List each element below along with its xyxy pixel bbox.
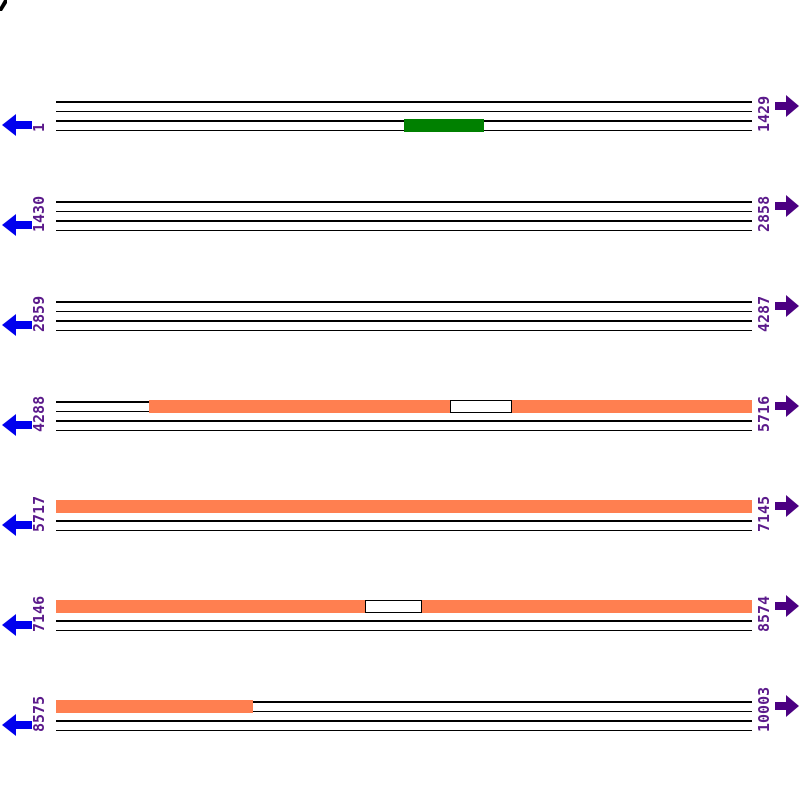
strand-line [56, 310, 752, 312]
strand-line [56, 629, 752, 631]
row-start-position-label: 8575 [30, 695, 48, 732]
left-arrow-icon[interactable] [2, 114, 32, 136]
sequence-row [56, 101, 752, 133]
strand-line [56, 320, 752, 322]
row-start-position-label: 2859 [30, 295, 48, 332]
strand-line [56, 201, 752, 203]
row-start-position-label: 7146 [30, 595, 48, 632]
feature-segment-green[interactable] [404, 119, 484, 132]
strand-line [56, 329, 752, 331]
strand-line [56, 210, 752, 212]
strand-line [56, 701, 752, 703]
strand-line [56, 101, 752, 103]
strand-line [56, 529, 752, 531]
strand-line [56, 420, 752, 422]
left-arrow-icon[interactable] [2, 714, 32, 736]
left-arrow-icon[interactable] [2, 414, 32, 436]
feature-segment-orange[interactable] [56, 500, 752, 513]
strand-line [56, 620, 752, 622]
left-arrow-icon[interactable] [2, 214, 32, 236]
row-end-position-label: 4287 [755, 295, 773, 332]
feature-segment-orange[interactable] [149, 400, 450, 413]
strand-line [56, 429, 752, 431]
sequence-row [56, 201, 752, 233]
strand-line [56, 220, 752, 222]
strand-line [56, 520, 752, 522]
sequence-row [56, 700, 752, 733]
right-arrow-icon[interactable] [775, 495, 799, 517]
row-start-position-label: 1 [30, 122, 48, 132]
right-arrow-icon[interactable] [775, 195, 799, 217]
feature-segment-orange[interactable] [422, 600, 752, 613]
strand-line [56, 229, 752, 231]
sequence-row [56, 600, 752, 633]
feature-gap-box [450, 400, 512, 413]
corner-artifact-mark [0, 0, 7, 11]
strand-line [56, 720, 752, 722]
feature-gap-box [365, 600, 422, 613]
right-arrow-icon[interactable] [775, 695, 799, 717]
right-arrow-icon[interactable] [775, 595, 799, 617]
strand-line [56, 710, 752, 712]
row-start-position-label: 4288 [30, 395, 48, 432]
feature-segment-orange[interactable] [56, 600, 365, 613]
row-end-position-label: 7145 [755, 495, 773, 532]
right-arrow-icon[interactable] [775, 95, 799, 117]
strand-line [56, 110, 752, 112]
feature-segment-orange[interactable] [512, 400, 752, 413]
row-end-position-label: 2858 [755, 195, 773, 232]
feature-segment-orange[interactable] [56, 700, 253, 713]
row-end-position-label: 1429 [755, 95, 773, 132]
strand-line [56, 729, 752, 731]
row-start-position-label: 5717 [30, 495, 48, 532]
left-arrow-icon[interactable] [2, 514, 32, 536]
sequence-row [56, 301, 752, 333]
row-end-position-label: 5716 [755, 395, 773, 432]
row-start-position-label: 1430 [30, 195, 48, 232]
strand-line [56, 301, 752, 303]
row-end-position-label: 8574 [755, 595, 773, 632]
left-arrow-icon[interactable] [2, 614, 32, 636]
sequence-row [56, 400, 752, 433]
right-arrow-icon[interactable] [775, 395, 799, 417]
row-end-position-label: 10003 [755, 686, 773, 732]
sequence-row [56, 500, 752, 533]
left-arrow-icon[interactable] [2, 314, 32, 336]
right-arrow-icon[interactable] [775, 295, 799, 317]
